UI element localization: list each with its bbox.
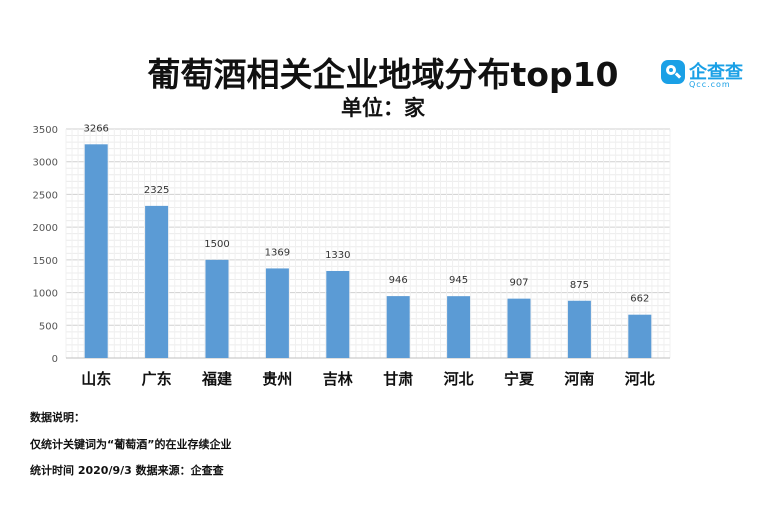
bar bbox=[326, 270, 350, 358]
y-tick-label: 0 bbox=[52, 354, 58, 365]
x-tick-label: 贵州 bbox=[262, 370, 292, 388]
bar bbox=[567, 300, 591, 358]
x-tick-label: 甘肃 bbox=[383, 370, 413, 388]
y-tick-label: 3500 bbox=[33, 125, 58, 136]
x-tick-label: 福建 bbox=[201, 370, 233, 388]
x-tick-label: 山东 bbox=[81, 370, 111, 388]
bar bbox=[628, 314, 652, 358]
y-tick-label: 2500 bbox=[33, 190, 58, 201]
x-tick-label: 河北 bbox=[625, 370, 655, 388]
x-tick-label: 河北 bbox=[444, 370, 474, 388]
bar bbox=[145, 205, 169, 358]
bar bbox=[205, 259, 229, 358]
y-tick-label: 1000 bbox=[33, 289, 58, 300]
data-label: 3266 bbox=[83, 123, 108, 134]
notes-line-2: 统计时间 2020/9/3 数据来源：企查查 bbox=[30, 464, 224, 477]
data-label: 945 bbox=[449, 275, 468, 286]
bar bbox=[447, 296, 471, 358]
magnifier-logo-icon bbox=[661, 60, 685, 84]
data-label: 1369 bbox=[265, 247, 290, 258]
bar bbox=[386, 296, 410, 358]
logo-name: 企查查 bbox=[689, 62, 743, 83]
qcc-logo: 企查查 Qcc.com bbox=[661, 60, 751, 92]
data-label: 946 bbox=[389, 275, 408, 286]
notes-line-1: 仅统计关键词为“葡萄酒”的在业存续企业 bbox=[30, 438, 232, 451]
logo-domain: Qcc.com bbox=[689, 80, 731, 89]
data-label: 875 bbox=[570, 280, 589, 291]
bar bbox=[507, 298, 531, 358]
data-label: 662 bbox=[630, 294, 649, 305]
x-tick-label: 宁夏 bbox=[504, 370, 535, 388]
x-tick-label: 广东 bbox=[142, 370, 172, 388]
bar bbox=[84, 144, 108, 358]
bar bbox=[265, 268, 289, 358]
y-tick-label: 2000 bbox=[33, 223, 58, 234]
data-label: 2325 bbox=[144, 185, 169, 196]
notes-heading: 数据说明： bbox=[30, 411, 85, 424]
y-tick-label: 3000 bbox=[33, 158, 58, 169]
data-label: 1330 bbox=[325, 250, 350, 261]
y-tick-label: 500 bbox=[39, 321, 58, 332]
data-label: 1500 bbox=[204, 239, 229, 250]
data-label: 907 bbox=[509, 278, 528, 289]
x-tick-label: 吉林 bbox=[323, 370, 354, 388]
x-tick-label: 河南 bbox=[564, 370, 594, 388]
chart-title: 葡萄酒相关企业地域分布top10 bbox=[147, 55, 619, 94]
chart-subtitle: 单位：家 bbox=[341, 96, 425, 120]
y-tick-label: 1500 bbox=[33, 256, 58, 267]
